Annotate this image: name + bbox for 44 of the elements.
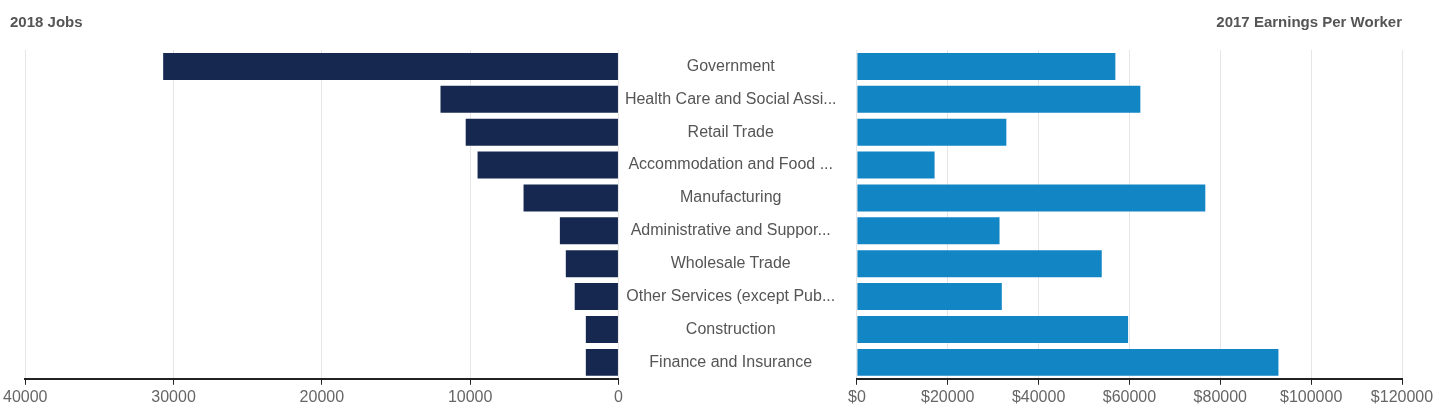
bar	[857, 52, 1116, 80]
bar	[585, 348, 618, 376]
bar	[565, 250, 618, 278]
y-tick-label: Construction	[685, 319, 776, 337]
x-tick-label: 30000	[151, 387, 196, 405]
bar	[857, 85, 1141, 113]
bar	[585, 316, 618, 343]
y-tick-label: Retail Trade	[687, 122, 774, 140]
y-tick-label: Manufacturing	[680, 188, 782, 206]
y-tick-label: Other Services (except Pub...	[626, 287, 836, 305]
bar	[440, 85, 618, 113]
x-tick-label: 20000	[299, 387, 345, 405]
bar	[857, 250, 1102, 278]
bar	[523, 184, 618, 212]
x-tick-label: $120000	[1370, 387, 1434, 405]
y-tick-label: Finance and Insurance	[649, 352, 813, 370]
y-tick-label: Wholesale Trade	[670, 254, 791, 272]
y-tick-label: Administrative and Suppor...	[630, 221, 831, 239]
bar	[857, 184, 1206, 212]
bar	[574, 283, 618, 311]
bar	[465, 118, 618, 146]
bar	[559, 217, 618, 245]
x-tick-label: 10000	[447, 387, 493, 405]
bar	[857, 283, 1002, 311]
bar	[857, 316, 1129, 343]
bar	[477, 151, 618, 179]
x-tick-label: $0	[848, 387, 866, 405]
x-tick-label: $60000	[1102, 387, 1157, 405]
x-tick-label: $100000	[1280, 387, 1343, 405]
x-tick-label: 0	[614, 387, 623, 405]
y-tick-label: Government	[686, 56, 776, 74]
x-tick-label: 40000	[3, 387, 48, 405]
bar	[163, 52, 618, 80]
chart-title: 2017 Earnings Per Worker	[1216, 13, 1403, 31]
chart-title: 2018 Jobs	[10, 13, 83, 31]
y-tick-label: Accommodation and Food ...	[628, 155, 834, 173]
bar	[857, 348, 1279, 376]
bar	[857, 151, 935, 179]
bar	[857, 217, 1000, 245]
y-tick-label: Health Care and Social Assi...	[624, 89, 837, 107]
x-tick-label: $20000	[921, 387, 975, 405]
x-tick-label: $80000	[1193, 387, 1248, 405]
bar	[857, 118, 1007, 146]
x-tick-label: $40000	[1011, 387, 1066, 405]
